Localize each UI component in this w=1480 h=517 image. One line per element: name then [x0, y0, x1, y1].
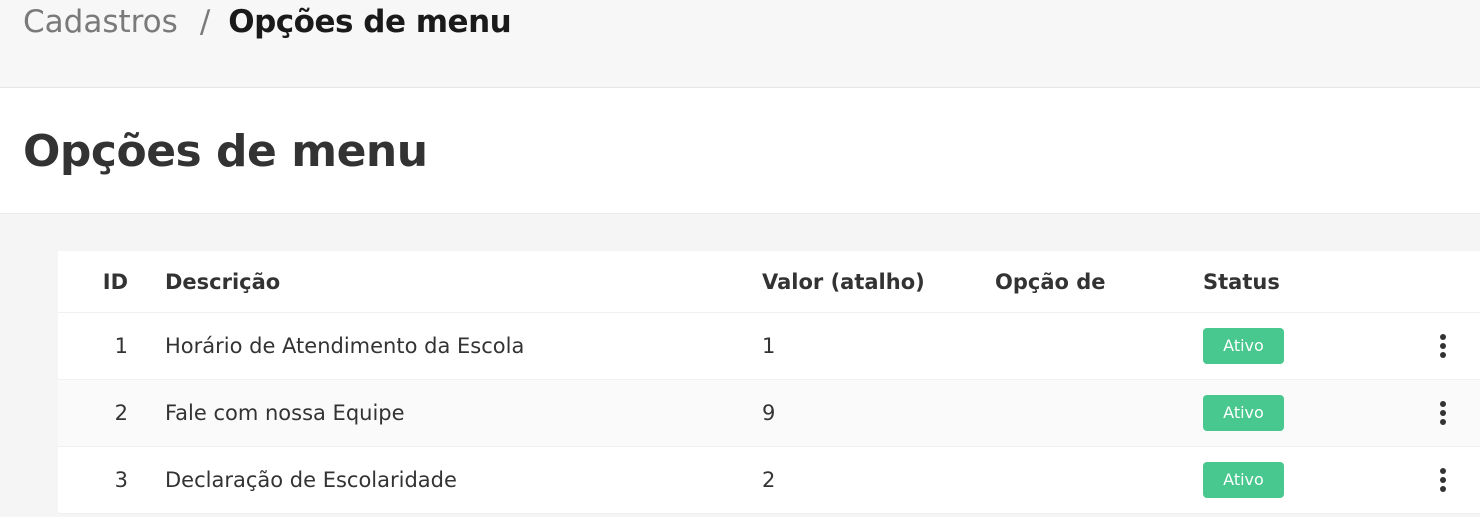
breadcrumb-separator: /	[199, 4, 211, 40]
cell-valor: 2	[762, 468, 776, 492]
status-badge: Ativo	[1203, 328, 1284, 364]
header-opcao-de: Opção de	[995, 269, 1106, 294]
cell-status: Ativo	[1200, 395, 1420, 431]
more-vertical-icon[interactable]	[1436, 330, 1450, 362]
breadcrumb: Cadastros / Opções de menu	[23, 2, 512, 42]
breadcrumb-bar: Cadastros / Opções de menu	[0, 0, 1480, 88]
cell-descricao: Fale com nossa Equipe	[165, 401, 405, 425]
breadcrumb-cadastros[interactable]: Cadastros	[23, 4, 178, 40]
cell-id: 3	[114, 468, 128, 492]
cell-id: 1	[114, 334, 128, 358]
more-vertical-icon[interactable]	[1436, 397, 1450, 429]
title-bar: Opções de menu	[0, 88, 1480, 214]
cell-descricao: Declaração de Escolaridade	[165, 468, 457, 492]
more-vertical-icon[interactable]	[1436, 464, 1450, 496]
breadcrumb-current: Opções de menu	[228, 4, 512, 40]
table-header: ID Descrição Valor (atalho) Opção de Sta…	[58, 251, 1480, 313]
table-row: 2 Fale com nossa Equipe 9 Ativo	[58, 380, 1480, 447]
table-row: 3 Declaração de Escolaridade 2 Ativo	[58, 447, 1480, 514]
cell-status: Ativo	[1200, 462, 1420, 498]
cell-id: 2	[114, 401, 128, 425]
header-id: ID	[102, 269, 128, 294]
header-descricao: Descrição	[165, 269, 281, 294]
cell-status: Ativo	[1200, 328, 1420, 364]
cell-valor: 1	[762, 334, 776, 358]
status-badge: Ativo	[1203, 462, 1284, 498]
status-badge: Ativo	[1203, 395, 1284, 431]
cell-valor: 9	[762, 401, 776, 425]
table-row: 1 Horário de Atendimento da Escola 1 Ativo	[58, 313, 1480, 380]
cell-descricao: Horário de Atendimento da Escola	[165, 334, 525, 358]
header-valor: Valor (atalho)	[762, 269, 925, 294]
menu-options-table: ID Descrição Valor (atalho) Opção de Sta…	[58, 251, 1480, 514]
page-title: Opções de menu	[23, 126, 428, 177]
header-status: Status	[1203, 269, 1280, 294]
